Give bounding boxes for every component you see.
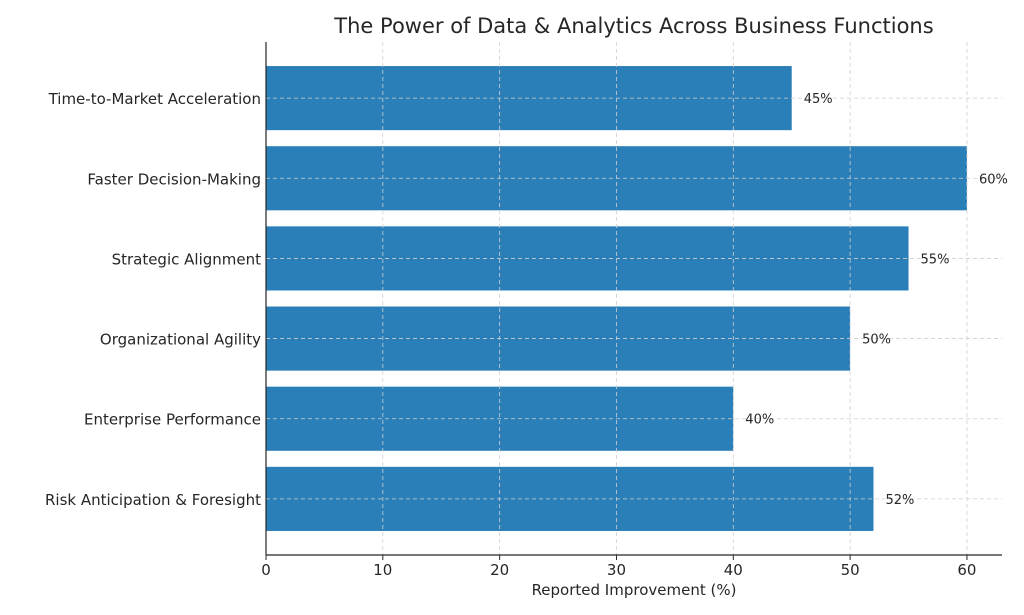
x-tick-label: 0 [261, 561, 271, 579]
y-tick-label: Enterprise Performance [84, 411, 261, 429]
x-tick-label: 30 [607, 561, 626, 579]
y-tick-labels: Risk Anticipation & Foresight Enterprise … [45, 90, 261, 509]
x-tick-labels: 0 10 20 30 40 50 60 [261, 555, 976, 579]
x-tick-label: 20 [490, 561, 509, 579]
data-label: 40% [745, 413, 774, 428]
data-label: 60% [979, 172, 1008, 187]
y-tick-label: Strategic Alignment [112, 250, 262, 268]
x-axis-label: Reported Improvement (%) [532, 581, 737, 599]
grid-overlay [266, 42, 1002, 555]
y-tick-label: Organizational Agility [100, 331, 261, 349]
x-tick-label: 50 [841, 561, 860, 579]
y-tick-label: Time-to-Market Acceleration [48, 90, 261, 108]
data-label: 55% [921, 252, 950, 267]
chart-title: The Power of Data & Analytics Across Bus… [333, 14, 933, 38]
data-label: 45% [804, 92, 833, 107]
data-label: 52% [885, 493, 914, 508]
y-tick-label: Risk Anticipation & Foresight [45, 491, 261, 509]
data-label: 50% [862, 333, 891, 348]
x-tick-label: 10 [373, 561, 392, 579]
x-tick-label: 60 [957, 561, 976, 579]
data-labels: 52% 40% 50% 55% 60% 45% [745, 92, 1008, 508]
x-tick-label: 40 [724, 561, 743, 579]
y-tick-label: Faster Decision-Making [87, 170, 261, 188]
